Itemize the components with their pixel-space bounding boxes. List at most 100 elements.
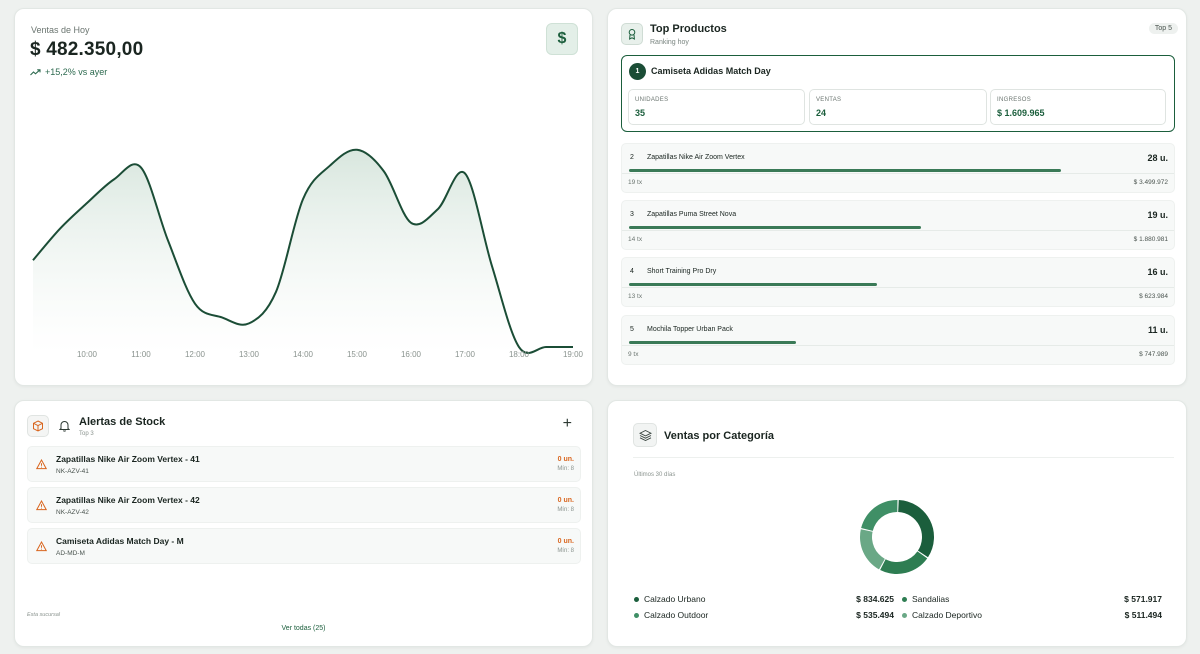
category-donut-chart	[860, 500, 934, 574]
share-bar-fill	[629, 169, 1061, 172]
product-name: Short Training Pro Dry	[647, 268, 717, 275]
product-revenue: $ 747.989	[1139, 351, 1168, 358]
product-name: Zapatillas Puma Street Nova	[647, 211, 737, 218]
alert-minimum: Mín: 8	[557, 507, 574, 513]
alert-quantity: 0 un.	[557, 497, 574, 504]
product-units: 19 u.	[1147, 210, 1168, 220]
rank-number: 2	[630, 154, 634, 161]
product-revenue: $ 623.984	[1139, 293, 1168, 300]
award-icon	[621, 23, 643, 45]
share-bar	[629, 169, 1169, 172]
stat-label: INGRESOS	[997, 97, 1032, 103]
stock-alerts-card: Alertas de Stock Top 3 + Zapatillas Nike…	[14, 400, 593, 647]
product-units: 16 u.	[1147, 267, 1168, 277]
x-tick-label: 10:00	[77, 350, 98, 359]
trending-up-icon	[30, 68, 41, 75]
alert-sku: NK-AZV-42	[56, 509, 89, 516]
product-name: Mochila Topper Urban Pack	[647, 326, 733, 333]
rank-badge: 1	[629, 63, 646, 80]
stock-alert-row[interactable]: Camiseta Adidas Match Day - M AD-MD-M 0 …	[27, 528, 581, 564]
legend-item: Calzado Outdoor	[634, 610, 708, 620]
currency-button[interactable]: $	[546, 23, 578, 55]
bell-icon	[59, 420, 70, 432]
sales-delta-text: +15,2% vs ayer	[45, 67, 108, 77]
stock-alerts-title: Alertas de Stock	[79, 416, 166, 428]
product-revenue: $ 3.499.972	[1133, 179, 1168, 186]
alert-quantity: 0 un.	[557, 538, 574, 545]
warning-icon	[36, 541, 47, 552]
donut-slice[interactable]	[860, 529, 885, 570]
share-bar	[629, 283, 1169, 286]
x-tick-label: 15:00	[347, 350, 368, 359]
divider	[622, 345, 1174, 346]
legend-label: Calzado Outdoor	[644, 610, 709, 620]
legend-label: Calzado Deportivo	[912, 610, 982, 620]
product-name: Camiseta Adidas Match Day	[651, 66, 771, 76]
sales-amount: $ 482.350,00	[30, 39, 144, 60]
legend-item: Calzado Urbano	[634, 594, 705, 604]
branch-note: Esta sucursal	[27, 612, 61, 618]
top-products-subtitle: Ranking hoy	[650, 39, 689, 46]
alert-sku: AD-MD-M	[56, 550, 85, 557]
share-bar-fill	[629, 341, 797, 344]
donut-slice[interactable]	[861, 500, 898, 531]
x-tick-label: 12:00	[185, 350, 206, 359]
rank-number: 5	[630, 326, 634, 333]
product-transactions: 14 tx	[628, 236, 643, 243]
alert-product-name: Zapatillas Nike Air Zoom Vertex - 41	[56, 454, 200, 464]
divider	[622, 173, 1174, 174]
x-tick-label: 13:00	[239, 350, 260, 359]
legend-dot	[634, 596, 639, 602]
share-bar	[629, 341, 1169, 344]
share-bar-fill	[629, 226, 921, 229]
stock-alerts-subtitle: Top 3	[79, 431, 94, 437]
legend-item: Calzado Deportivo	[902, 610, 982, 620]
stat-label: VENTAS	[816, 97, 842, 103]
view-all-link[interactable]: Ver todas (25)	[281, 625, 326, 632]
top-product-row[interactable]: 4 Short Training Pro Dry 16 u. 13 tx $ 6…	[621, 257, 1175, 307]
layers-icon	[633, 423, 657, 447]
legend-value: $ 511.494	[1124, 610, 1162, 620]
product-transactions: 19 tx	[628, 179, 643, 186]
category-title: Ventas por Categoría	[664, 430, 775, 442]
x-tick-label: 11:00	[131, 350, 151, 359]
top-products-card: Top Productos Ranking hoy Top 5 1 Camise…	[607, 8, 1187, 386]
legend-item: Sandalias	[902, 594, 949, 604]
top-product-row[interactable]: 2 Zapatillas Nike Air Zoom Vertex 28 u. …	[621, 143, 1175, 193]
donut-slice[interactable]	[880, 551, 928, 574]
stat-revenue: INGRESOS $ 1.609.965	[990, 89, 1166, 125]
add-alert-button[interactable]: +	[562, 415, 572, 432]
sales-line	[32, 148, 573, 354]
legend-label: Calzado Urbano	[644, 594, 706, 604]
stat-value: 35	[635, 108, 646, 118]
top-product-first[interactable]: 1 Camiseta Adidas Match Day UNIDADES 35 …	[621, 55, 1175, 132]
legend-value: $ 571.917	[1124, 594, 1162, 604]
top-product-row[interactable]: 5 Mochila Topper Urban Pack 11 u. 9 tx $…	[621, 315, 1175, 365]
divider	[622, 287, 1174, 288]
dollar-icon: $	[557, 30, 567, 47]
divider	[633, 457, 1174, 458]
legend-value: $ 535.494	[856, 610, 894, 620]
product-transactions: 13 tx	[628, 293, 643, 300]
divider	[622, 230, 1174, 231]
x-tick-label: 17:00	[455, 350, 476, 359]
stock-alert-row[interactable]: Zapatillas Nike Air Zoom Vertex - 41 NK-…	[27, 446, 581, 482]
product-units: 28 u.	[1147, 153, 1168, 163]
alert-minimum: Mín: 8	[557, 548, 574, 554]
share-bar	[629, 226, 1169, 229]
stat-units: UNIDADES 35	[628, 89, 805, 125]
stat-label: UNIDADES	[635, 97, 669, 103]
alert-quantity: 0 un.	[557, 456, 574, 463]
rank-number: 4	[630, 268, 634, 275]
top-products-title: Top Productos	[650, 23, 727, 35]
legend-value: $ 834.625	[856, 594, 894, 604]
product-revenue: $ 1.880.981	[1133, 236, 1168, 243]
top-product-row[interactable]: 3 Zapatillas Puma Street Nova 19 u. 14 t…	[621, 200, 1175, 250]
legend-dot	[902, 612, 907, 618]
product-name: Zapatillas Nike Air Zoom Vertex	[647, 154, 745, 161]
product-units: 11 u.	[1147, 325, 1168, 335]
donut-slice[interactable]	[898, 500, 934, 558]
sales-label: Ventas de Hoy	[31, 25, 90, 35]
legend-dot	[634, 612, 639, 618]
stock-alert-row[interactable]: Zapatillas Nike Air Zoom Vertex - 42 NK-…	[27, 487, 581, 523]
